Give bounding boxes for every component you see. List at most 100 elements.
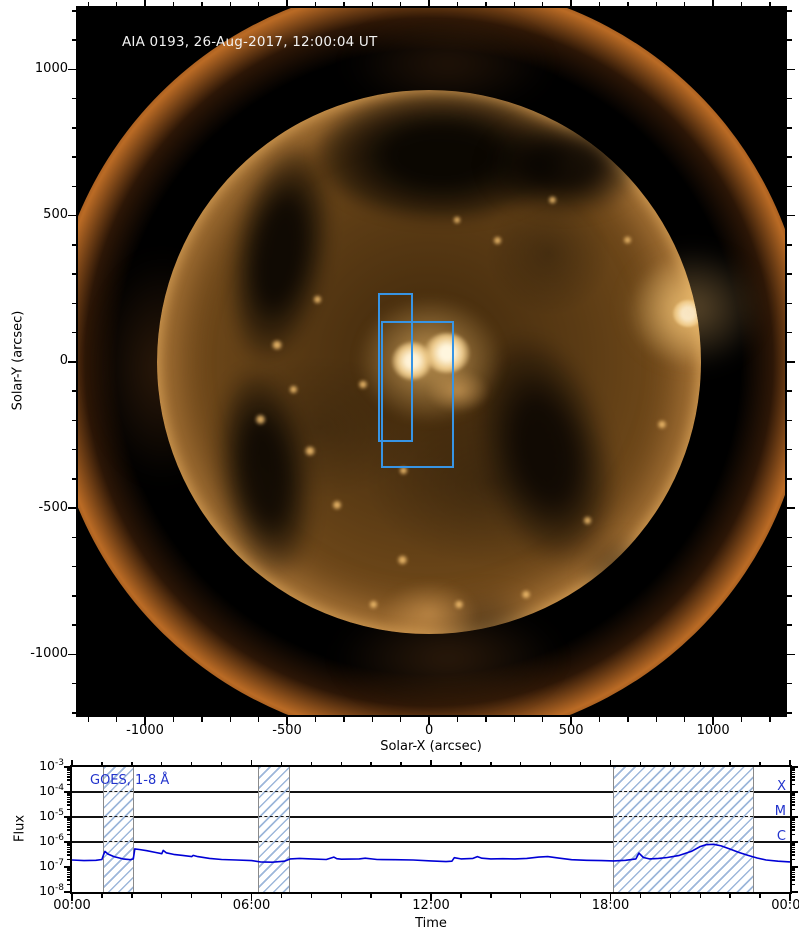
axis-tick: [792, 873, 795, 876]
axis-tick: [71, 624, 76, 626]
coronal-hole-northeast: [487, 118, 642, 213]
axis-tick: [144, 0, 146, 6]
flare-class-line-dashed: [104, 841, 133, 843]
active-region-west-core: [673, 300, 701, 327]
solar-x-axis-label: Solar-X (arcsec): [380, 739, 482, 754]
axis-tick: [684, 1, 686, 6]
axis-tick: [792, 798, 795, 801]
axis-tick: [370, 762, 372, 765]
bright-point: [358, 380, 368, 389]
event-window-hatch: [103, 767, 134, 892]
axis-tick: [71, 390, 76, 392]
axis-tick: [792, 848, 795, 851]
goes-y-tick-label: 10-8: [39, 883, 64, 899]
axis-tick: [71, 419, 76, 422]
axis-tick: [67, 821, 70, 824]
axis-tick: [67, 870, 70, 872]
axis-tick: [71, 478, 76, 480]
bright-point: [657, 420, 667, 429]
axis-tick: [67, 883, 70, 886]
axis-tick: [67, 801, 70, 803]
axis-tick: [400, 894, 402, 898]
axis-tick: [792, 796, 795, 799]
axis-tick: [792, 818, 795, 820]
axis-tick: [68, 68, 76, 71]
goes-y-tick-label: 10-7: [39, 858, 64, 874]
bright-point: [369, 600, 378, 609]
axis-tick: [792, 843, 795, 845]
axis-tick: [64, 766, 70, 768]
axis-tick: [68, 507, 76, 509]
axis-tick: [286, 717, 288, 725]
axis-tick: [67, 845, 70, 847]
axis-tick: [67, 796, 70, 799]
axis-tick: [161, 762, 163, 765]
axis-tick: [513, 717, 515, 722]
axis-tick: [787, 97, 792, 100]
axis-tick: [792, 767, 795, 769]
axis-tick: [712, 0, 714, 6]
goes-flux-panel: GOES, 1-8 Å: [70, 765, 792, 894]
flare-class-label-c: C: [776, 829, 786, 844]
axis-tick: [87, 1, 89, 6]
axis-tick: [485, 717, 487, 722]
axis-tick: [71, 712, 76, 714]
axis-tick: [787, 214, 795, 217]
axis-tick: [729, 894, 731, 898]
axis-tick: [430, 894, 432, 901]
bright-point: [313, 295, 322, 304]
solar-disk-image: [157, 90, 701, 634]
axis-tick: [399, 1, 402, 6]
bright-point: [255, 414, 266, 425]
axis-tick: [67, 817, 70, 819]
axis-tick: [144, 717, 146, 725]
event-window-hatch: [257, 767, 290, 892]
axis-tick: [67, 876, 70, 878]
axis-tick: [792, 776, 795, 778]
axis-tick: [787, 156, 792, 158]
axis-tick: [71, 683, 76, 685]
axis-tick: [639, 762, 642, 765]
axis-tick: [314, 717, 317, 722]
axis-tick: [71, 97, 76, 100]
axis-tick: [787, 361, 795, 363]
axis-tick: [430, 760, 432, 765]
axis-tick: [792, 821, 795, 824]
time-axis-label: Time: [415, 916, 447, 931]
axis-tick: [627, 717, 629, 722]
axis-tick: [131, 894, 133, 898]
axis-tick: [314, 1, 317, 6]
axis-tick: [67, 770, 70, 772]
axis-tick: [729, 762, 731, 765]
axis-tick: [792, 851, 795, 853]
axis-tick: [792, 870, 795, 872]
axis-tick: [67, 848, 70, 851]
x-tick-label: 500: [558, 723, 584, 738]
axis-tick: [792, 833, 795, 836]
coronal-hole-southeast: [580, 535, 670, 615]
axis-tick: [340, 894, 342, 898]
roi-box: [381, 320, 455, 468]
axis-tick: [609, 894, 612, 901]
axis-tick: [792, 826, 795, 828]
axis-tick: [792, 883, 795, 886]
axis-tick: [787, 331, 792, 334]
axis-tick: [64, 841, 70, 843]
axis-tick: [220, 762, 223, 765]
bright-area-south: [382, 582, 477, 634]
axis-tick: [220, 894, 223, 898]
axis-tick: [67, 867, 70, 869]
flare-class-line-dashed: [613, 841, 753, 843]
goes-x-tick-label: 18:00: [591, 898, 630, 913]
axis-tick: [428, 0, 430, 6]
axis-tick: [190, 762, 193, 765]
axis-tick: [792, 793, 795, 795]
axis-tick: [792, 816, 798, 818]
axis-tick: [787, 185, 792, 188]
axis-tick: [71, 10, 76, 12]
axis-tick: [67, 808, 70, 811]
flare-class-line-dashed: [613, 791, 753, 793]
axis-tick: [759, 894, 761, 898]
axis-tick: [71, 185, 76, 188]
axis-tick: [549, 894, 552, 898]
